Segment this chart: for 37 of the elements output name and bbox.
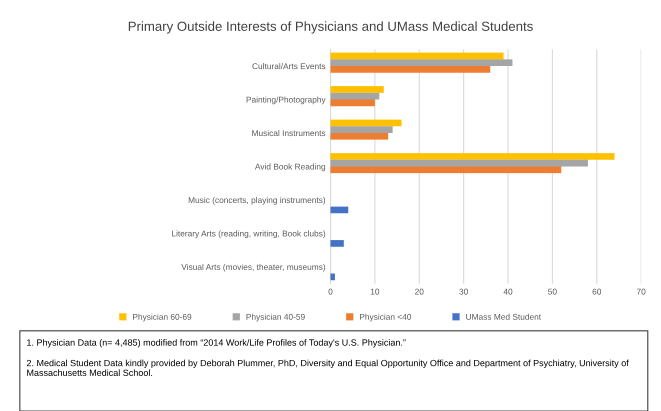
bar (330, 120, 402, 126)
text: 1. Physician Data (n= 4,485) modified from “2014 Work/Life Profiles of Today's U.S. Physician.” (27, 339, 406, 348)
bar (330, 166, 562, 174)
bar (330, 274, 335, 280)
x-tick-label: 10 (370, 288, 380, 295)
bar (330, 206, 348, 214)
x-tick-label: 0 (328, 288, 332, 295)
bar (330, 52, 504, 60)
bar (330, 126, 393, 133)
bar (330, 240, 344, 247)
y-tick-label: Musical Instruments (252, 130, 326, 136)
bar (330, 160, 588, 166)
x-tick-label: 40 (504, 288, 512, 295)
bar (330, 59, 512, 66)
text: 2. Medical Student Data kindly provided by Deborah Plummer, PhD, Diversity and Equal Opportunity Office and Department of Psychiatry, University of Massachusetts Medical School. (26, 360, 629, 376)
x-tick-label: 20 (415, 288, 424, 295)
y-tick-label: Music (concerts, playing instruments) (188, 196, 326, 205)
y-tick-label: Avid Book Reading (254, 163, 326, 172)
x-tick-label: 70 (636, 288, 646, 295)
bar (330, 153, 615, 160)
legend-label: Physician 40-59 (246, 314, 305, 322)
bar (330, 86, 384, 93)
bar (330, 132, 388, 140)
y-tick-label: Cultural/Arts Events (252, 63, 326, 70)
y-tick-label: Painting/Photography (246, 96, 326, 104)
x-tick-label: 30 (459, 288, 468, 295)
y-tick-label: Literary Arts (reading, writing, Book clubs) (172, 230, 326, 238)
chart-title: Primary Outside Interests of Physicians and UMass Medical Students (128, 21, 533, 34)
bar (330, 92, 380, 100)
legend-label: Physician <40 (360, 314, 412, 322)
y-tick-label: Visual Arts (movies, theater, museums) (181, 264, 326, 272)
x-tick-label: 60 (592, 288, 602, 295)
x-tick-label: 50 (548, 288, 557, 295)
bar (330, 66, 490, 73)
legend-label: Physician 60-69 (133, 314, 192, 322)
legend-label: UMass Med Student (466, 314, 542, 320)
bar (330, 100, 375, 106)
